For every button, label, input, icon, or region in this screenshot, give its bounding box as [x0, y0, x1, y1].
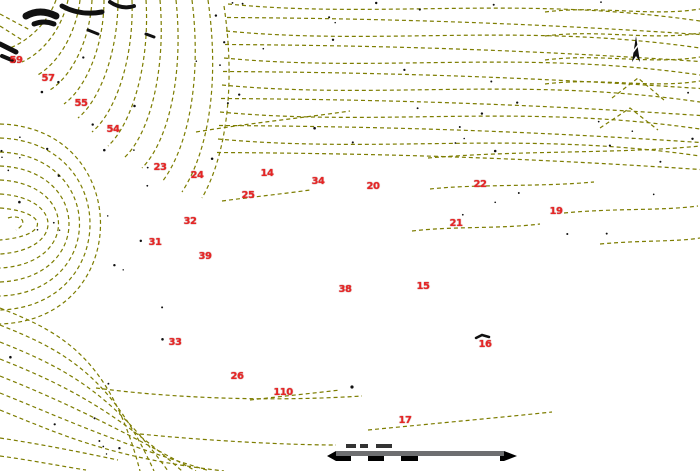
north-arrow-icon: [632, 36, 640, 62]
scale-bar: [327, 444, 517, 461]
black-ink-marks: [0, 0, 694, 455]
